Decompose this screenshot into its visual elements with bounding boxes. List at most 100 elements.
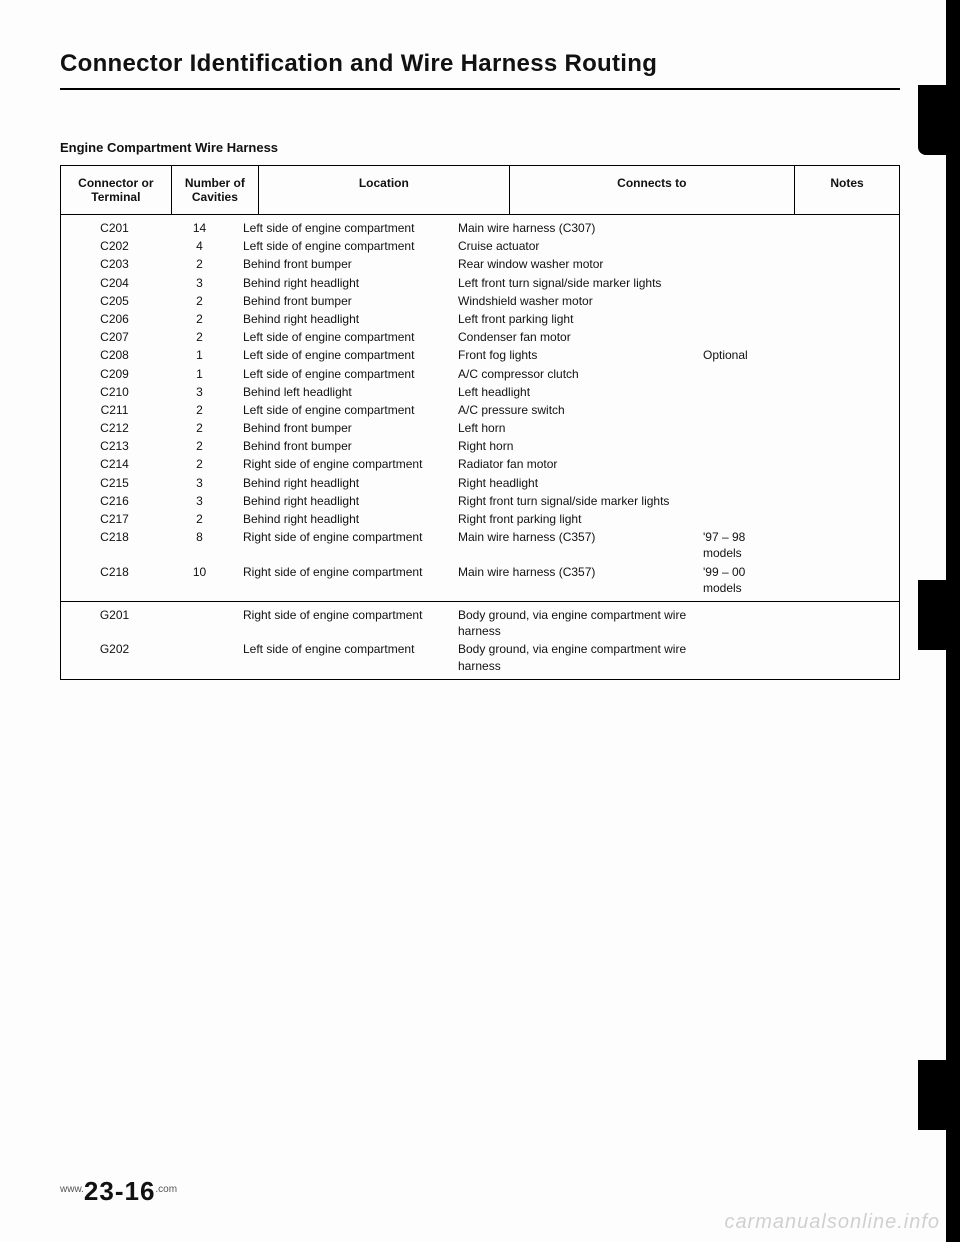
cell-cav: 10 bbox=[162, 563, 237, 597]
table-row: C2122Behind front bumperLeft horn bbox=[67, 419, 893, 437]
cell-conn: C208 bbox=[67, 346, 162, 364]
table-row: C2112Left side of engine compartmentA/C … bbox=[67, 401, 893, 419]
cell-conn: C211 bbox=[67, 401, 162, 419]
table-row: C20114Left side of engine compartmentMai… bbox=[67, 219, 893, 237]
table-row: C2043Behind right headlightLeft front tu… bbox=[67, 274, 893, 292]
table-row: G202Left side of engine compartmentBody … bbox=[67, 640, 893, 674]
cell-conn: G202 bbox=[67, 640, 162, 674]
cell-loc: Left side of engine compartment bbox=[237, 328, 452, 346]
cell-conn: G201 bbox=[67, 606, 162, 640]
cell-note bbox=[697, 292, 787, 310]
cell-cav: 1 bbox=[162, 365, 237, 383]
cell-to: A/C compressor clutch bbox=[452, 365, 697, 383]
cell-cav: 3 bbox=[162, 274, 237, 292]
col-connects: Connects to bbox=[509, 166, 794, 215]
cell-conn: C213 bbox=[67, 437, 162, 455]
cell-loc: Right side of engine compartment bbox=[237, 455, 452, 473]
connector-table: Connector or Terminal Number of Cavities… bbox=[60, 165, 900, 680]
table-row: C2188Right side of engine compartmentMai… bbox=[67, 528, 893, 562]
cell-to: Cruise actuator bbox=[452, 237, 697, 255]
cell-note bbox=[697, 219, 787, 237]
cell-cav: 2 bbox=[162, 328, 237, 346]
title-rule bbox=[60, 88, 900, 90]
cell-to: Left headlight bbox=[452, 383, 697, 401]
cell-loc: Behind front bumper bbox=[237, 255, 452, 273]
cell-cav: 3 bbox=[162, 492, 237, 510]
cell-conn: C212 bbox=[67, 419, 162, 437]
cell-loc: Behind left headlight bbox=[237, 383, 452, 401]
cell-loc: Right side of engine compartment bbox=[237, 606, 452, 640]
index-tab-icon bbox=[918, 1060, 960, 1130]
cell-note bbox=[697, 640, 787, 674]
cell-to: Body ground, via engine compartment wire… bbox=[452, 640, 697, 674]
cell-loc: Behind right headlight bbox=[237, 274, 452, 292]
cell-to: Body ground, via engine compartment wire… bbox=[452, 606, 697, 640]
page-num-prefix: www. bbox=[60, 1184, 84, 1195]
cell-cav: 8 bbox=[162, 528, 237, 562]
cell-loc: Left side of engine compartment bbox=[237, 219, 452, 237]
cell-note bbox=[697, 328, 787, 346]
cell-conn: C207 bbox=[67, 328, 162, 346]
cell-note bbox=[697, 237, 787, 255]
cell-loc: Behind front bumper bbox=[237, 419, 452, 437]
cell-note bbox=[697, 437, 787, 455]
cell-loc: Behind right headlight bbox=[237, 492, 452, 510]
cell-loc: Left side of engine compartment bbox=[237, 401, 452, 419]
cell-conn: C201 bbox=[67, 219, 162, 237]
cell-conn: C214 bbox=[67, 455, 162, 473]
cell-cav: 2 bbox=[162, 437, 237, 455]
cell-conn: C209 bbox=[67, 365, 162, 383]
table-row: C2103Behind left headlightLeft headlight bbox=[67, 383, 893, 401]
cell-to: Windshield washer motor bbox=[452, 292, 697, 310]
cell-conn: C203 bbox=[67, 255, 162, 273]
cell-note bbox=[697, 474, 787, 492]
col-location: Location bbox=[259, 166, 510, 215]
index-tab-icon bbox=[918, 580, 960, 650]
cell-to: Right headlight bbox=[452, 474, 697, 492]
cell-conn: C205 bbox=[67, 292, 162, 310]
cell-note: '97 – 98 models bbox=[697, 528, 787, 562]
cell-loc: Behind right headlight bbox=[237, 474, 452, 492]
table-row: C2142Right side of engine compartmentRad… bbox=[67, 455, 893, 473]
index-tab-icon bbox=[918, 85, 960, 155]
cell-note bbox=[697, 310, 787, 328]
table-row: C2024Left side of engine compartmentCrui… bbox=[67, 237, 893, 255]
table-row: C2062Behind right headlightLeft front pa… bbox=[67, 310, 893, 328]
cell-to: Front fog lights bbox=[452, 346, 697, 364]
cell-loc: Behind right headlight bbox=[237, 310, 452, 328]
cell-loc: Right side of engine compartment bbox=[237, 563, 452, 597]
cell-to: Left front parking light bbox=[452, 310, 697, 328]
cell-note bbox=[697, 401, 787, 419]
table-row: C2132Behind front bumperRight horn bbox=[67, 437, 893, 455]
cell-cav: 3 bbox=[162, 474, 237, 492]
cell-note bbox=[697, 455, 787, 473]
cell-cav: 2 bbox=[162, 292, 237, 310]
cell-cav: 2 bbox=[162, 401, 237, 419]
cell-to: Right front parking light bbox=[452, 510, 697, 528]
cell-cav: 2 bbox=[162, 310, 237, 328]
cell-to: Left front turn signal/side marker light… bbox=[452, 274, 697, 292]
cell-cav: 2 bbox=[162, 455, 237, 473]
cell-to: Main wire harness (C357) bbox=[452, 563, 697, 597]
cell-note: '99 – 00 models bbox=[697, 563, 787, 597]
table-group-g: G201 Right side of engine compartmentBody… bbox=[61, 601, 900, 679]
table-row: C2153Behind right headlightRight headlig… bbox=[67, 474, 893, 492]
page-number: www.23-16.com bbox=[60, 1176, 177, 1207]
cell-conn: C216 bbox=[67, 492, 162, 510]
cell-note bbox=[697, 510, 787, 528]
cell-to: Left horn bbox=[452, 419, 697, 437]
cell-cav: 2 bbox=[162, 510, 237, 528]
cell-to: Right front turn signal/side marker ligh… bbox=[452, 492, 697, 510]
section-subhead: Engine Compartment Wire Harness bbox=[60, 140, 900, 155]
cell-to: Main wire harness (C357) bbox=[452, 528, 697, 562]
cell-note bbox=[697, 606, 787, 640]
table-group-c: C20114Left side of engine compartmentMai… bbox=[61, 215, 900, 602]
cell-loc: Left side of engine compartment bbox=[237, 365, 452, 383]
cell-to: Rear window washer motor bbox=[452, 255, 697, 273]
cell-to: Right horn bbox=[452, 437, 697, 455]
table-row: C2052Behind front bumperWindshield washe… bbox=[67, 292, 893, 310]
cell-note bbox=[697, 419, 787, 437]
cell-note bbox=[697, 274, 787, 292]
cell-note bbox=[697, 255, 787, 273]
cell-cav: 2 bbox=[162, 255, 237, 273]
